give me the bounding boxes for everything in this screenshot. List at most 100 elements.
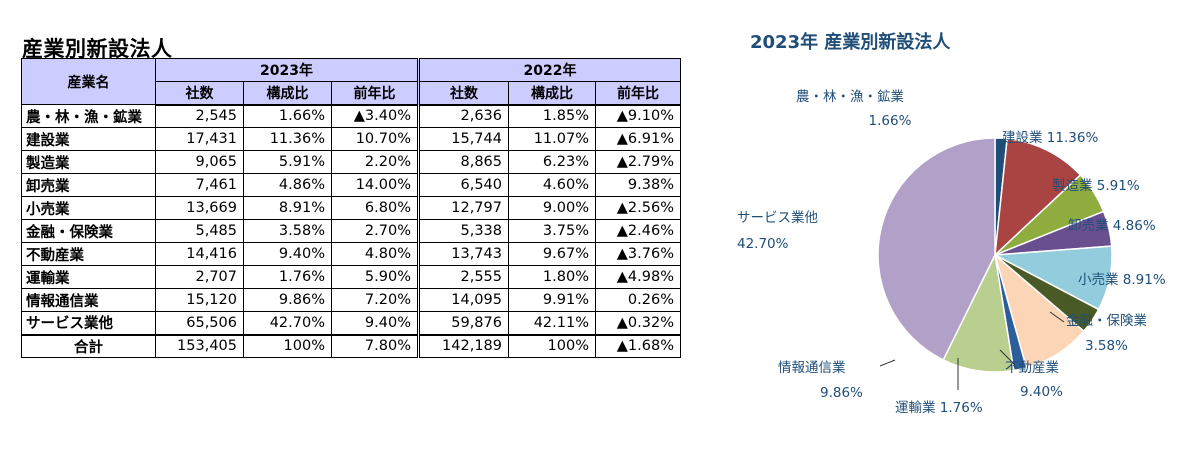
value-cell-y22: ▲4.98%	[595, 265, 681, 289]
table-row: 情報通信業 15,120 9.86% 7.20% 14,095 9.91% 0.26%	[21, 288, 681, 312]
value-cell-r22: 42.11%	[508, 311, 596, 335]
slice-label: 建設業 11.36%	[1002, 130, 1098, 146]
industry-name-cell: サービス業他	[21, 311, 156, 335]
value-cell-r22: 3.75%	[508, 219, 596, 243]
slice-label: 製造業 5.91%	[1052, 178, 1140, 194]
value-cell-r22: 6.23%	[508, 150, 596, 174]
pie-chart: 農・林・漁・鉱業 1.66% 建設業 11.36% 製造業 5.91% 卸売業 4.86…	[737, 89, 1166, 416]
value-cell-r23: 4.86%	[243, 173, 332, 197]
value-cell-c22: 59,876	[418, 311, 509, 335]
value-cell-y23: 7.20%	[331, 288, 420, 312]
value-cell-r23: 9.86%	[243, 288, 332, 312]
industry-name-cell: 小売業	[21, 196, 156, 220]
industry-name-cell: 製造業	[21, 150, 156, 174]
value-cell-r23: 8.91%	[243, 196, 332, 220]
value-cell-c23: 9,065	[155, 150, 244, 174]
value-cell-r22: 11.07%	[508, 127, 596, 151]
slice-label: 運輸業 1.76%	[895, 400, 983, 416]
value-cell-y23: ▲3.40%	[331, 104, 420, 128]
value-cell-c22: 8,865	[418, 150, 509, 174]
value-cell-y22: 9.38%	[595, 173, 681, 197]
value-cell-y22: ▲2.56%	[595, 196, 681, 220]
leader-line	[1049, 311, 1065, 323]
slice-label: 不動産業	[1005, 360, 1059, 376]
table-row: サービス業他 65,506 42.70% 9.40% 59,876 42.11% ▲0.32…	[21, 311, 681, 335]
header-year-2022: 2022年	[418, 58, 681, 82]
value-cell-r22: 9.67%	[508, 242, 596, 266]
value-cell-y23: 6.80%	[331, 196, 420, 220]
value-cell-y23: 4.80%	[331, 242, 420, 266]
value-cell-c23: 15,120	[155, 288, 244, 312]
header-count-2022: 社数	[418, 81, 509, 106]
value-cell-y22: ▲3.76%	[595, 242, 681, 266]
header-ratio-2023: 構成比	[243, 81, 332, 106]
value-cell-y23: 5.90%	[331, 265, 420, 289]
header-yoy-2022: 前年比	[595, 81, 681, 106]
industry-table: 産業名 2023年 2022年 社数 構成比 前年比 社数 構成比 前年比 農・…	[21, 58, 681, 358]
value-cell-r23: 5.91%	[243, 150, 332, 174]
value-cell-r22: 9.91%	[508, 288, 596, 312]
value-cell-c23: 65,506	[155, 311, 244, 335]
header-industry-name: 産業名	[21, 58, 156, 105]
value-cell-c23: 5,485	[155, 219, 244, 243]
value-cell-r22: 9.00%	[508, 196, 596, 220]
leader-line	[879, 359, 896, 367]
value-cell-y23: 10.70%	[331, 127, 420, 151]
value-cell-c22: 2,636	[418, 104, 509, 128]
industry-name-cell: 不動産業	[21, 242, 156, 266]
value-cell-r23: 1.76%	[243, 265, 332, 289]
header-ratio-2022: 構成比	[508, 81, 596, 106]
value-cell-c22: 5,338	[418, 219, 509, 243]
value-cell-c23: 17,431	[155, 127, 244, 151]
value-cell-y22: 0.26%	[595, 288, 681, 312]
value-cell-c22: 12,797	[418, 196, 509, 220]
value-cell-c23: 14,416	[155, 242, 244, 266]
industry-name-cell: 卸売業	[21, 173, 156, 197]
value-cell-r23: 42.70%	[243, 311, 332, 335]
value-cell-r22: 1.80%	[508, 265, 596, 289]
pie-slice	[877, 137, 996, 361]
value-cell-y22: ▲9.10%	[595, 104, 681, 128]
value-cell-r23: 3.58%	[243, 219, 332, 243]
slice-percent-label: 9.86%	[820, 385, 863, 401]
value-cell-r22: 4.60%	[508, 173, 596, 197]
value-cell-y23: 2.20%	[331, 150, 420, 174]
value-cell-y22: ▲2.46%	[595, 219, 681, 243]
industry-name-cell: 合計	[21, 333, 156, 358]
value-cell-y23: 9.40%	[331, 311, 420, 335]
slice-label: 金融・保険業	[1066, 313, 1147, 329]
value-cell-y22: ▲6.91%	[595, 127, 681, 151]
pie-slice	[942, 252, 1015, 373]
industry-name-cell: 建設業	[21, 127, 156, 151]
value-cell-c23: 2,707	[155, 265, 244, 289]
value-cell-c22: 14,095	[418, 288, 509, 312]
value-cell-c22: 13,743	[418, 242, 509, 266]
value-cell-c23: 153,405	[155, 333, 244, 358]
industry-name-cell: 農・林・漁・鉱業	[21, 104, 156, 128]
value-cell-y23: 14.00%	[331, 173, 420, 197]
table-row: 小売業 13,669 8.91% 6.80% 12,797 9.00% ▲2.56%	[21, 196, 681, 220]
value-cell-c23: 13,669	[155, 196, 244, 220]
industry-name-cell: 金融・保険業	[21, 219, 156, 243]
header-year-2023: 2023年	[155, 58, 420, 82]
slice-percent-label: 42.70%	[737, 236, 789, 252]
table-row: 運輸業 2,707 1.76% 5.90% 2,555 1.80% ▲4.98%	[21, 265, 681, 289]
industry-name-cell: 運輸業	[21, 265, 156, 289]
header-yoy-2023: 前年比	[331, 81, 420, 106]
header-count-2023: 社数	[155, 81, 244, 106]
table-title: 産業別新設法人	[22, 37, 173, 61]
value-cell-r22: 100%	[508, 333, 596, 358]
value-cell-c22: 15,744	[418, 127, 509, 151]
slice-label: 卸売業 4.86%	[1068, 218, 1156, 234]
table-row: 製造業 9,065 5.91% 2.20% 8,865 6.23% ▲2.79%	[21, 150, 681, 174]
table-row: 卸売業 7,461 4.86% 14.00% 6,540 4.60% 9.38%	[21, 173, 681, 197]
value-cell-y23: 2.70%	[331, 219, 420, 243]
slice-label: サービス業他	[737, 210, 818, 226]
value-cell-r22: 1.85%	[508, 104, 596, 128]
table-row: 金融・保険業 5,485 3.58% 2.70% 5,338 3.75% ▲2.46%	[21, 219, 681, 243]
value-cell-c23: 7,461	[155, 173, 244, 197]
value-cell-y22: ▲2.79%	[595, 150, 681, 174]
table-row: 農・林・漁・鉱業 2,545 1.66% ▲3.40% 2,636 1.85% ▲9.10%	[21, 104, 681, 128]
pie-slice	[994, 137, 1082, 257]
chart-title: 2023年 産業別新設法人	[750, 32, 951, 53]
